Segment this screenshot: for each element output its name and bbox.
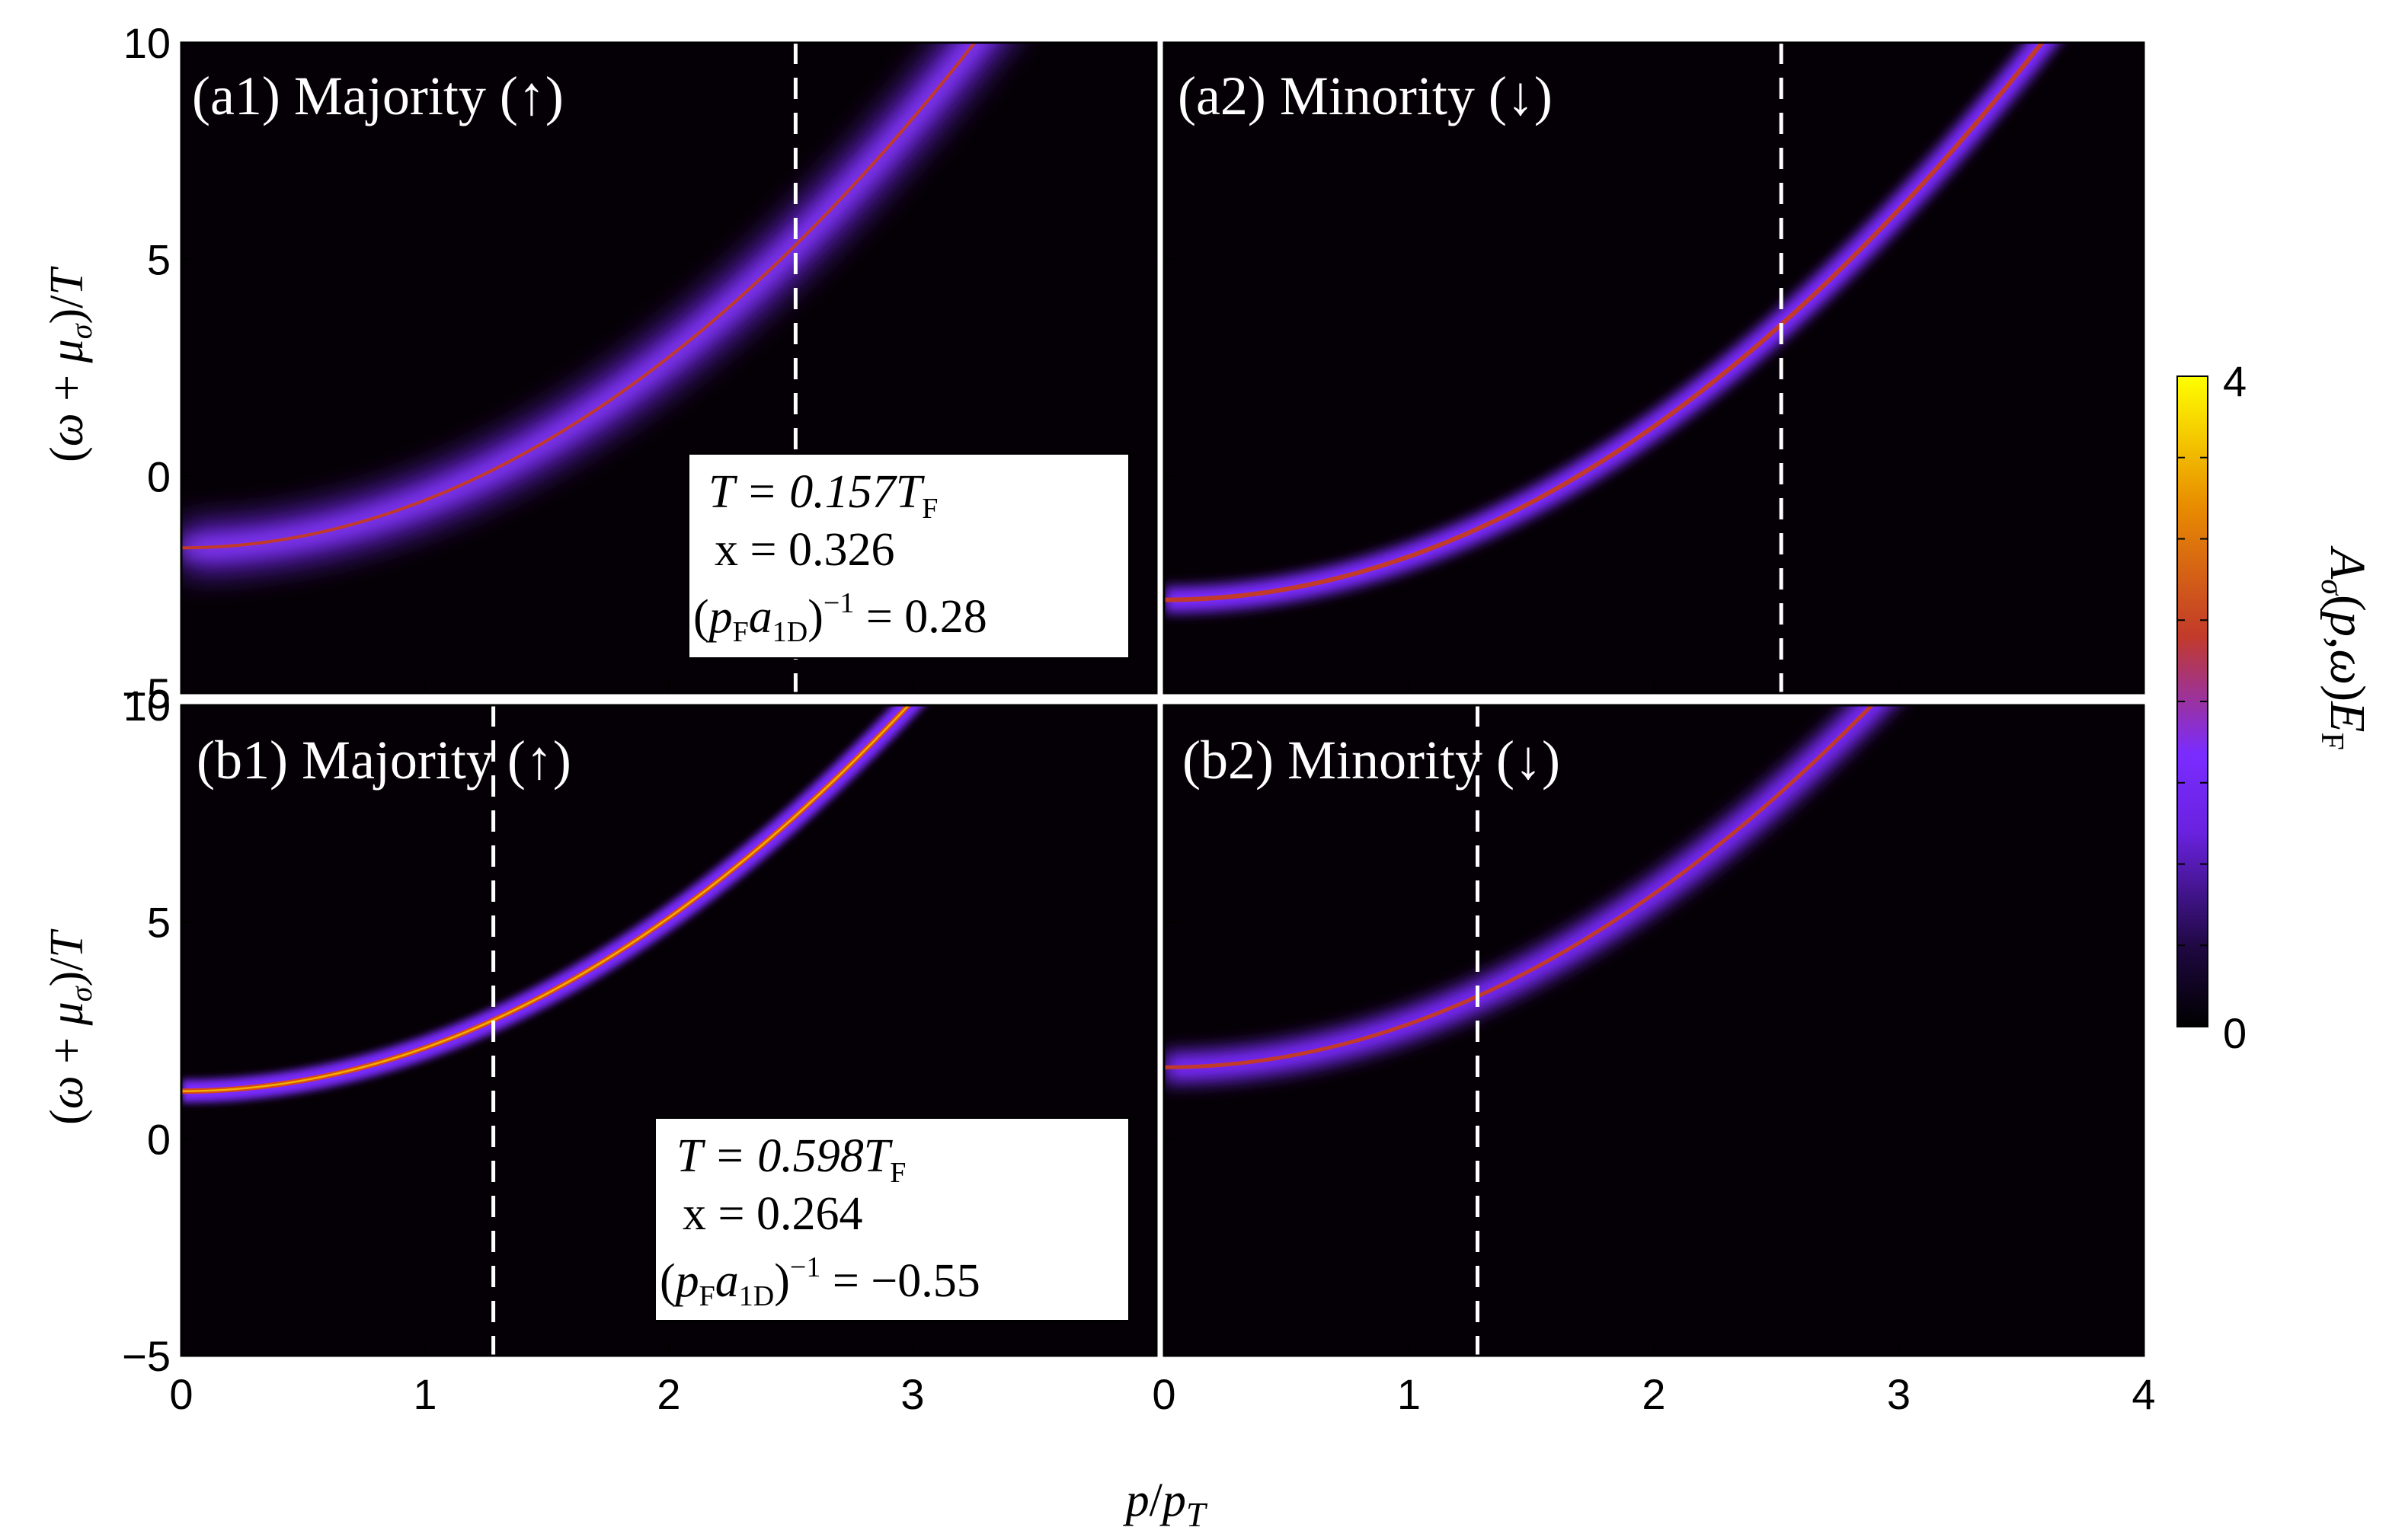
- x-tick-label-left-1: 1: [413, 1370, 437, 1418]
- y-axis-label-bottom: (ω + μσ)/T: [41, 928, 98, 1125]
- y-tick-label-b1-3: 10: [123, 682, 171, 730]
- svg-text:T = 0.157TF: T = 0.157TF: [708, 466, 938, 525]
- y-axis-label-top: (ω + μσ)/T: [41, 266, 98, 462]
- y-tick-label-a1-2: 5: [147, 236, 171, 284]
- panel-title-a1: (a1) Majority (↑): [192, 65, 564, 126]
- x-tick-label-left-0: 0: [169, 1370, 193, 1418]
- svg-text:x = 0.326: x = 0.326: [715, 524, 894, 576]
- svg-text:(pFa1D)−1 = −0.55: (pFa1D)−1 = −0.55: [660, 1251, 980, 1312]
- colorbar-tick-max: 4: [2223, 357, 2247, 405]
- dispersion-band-a2-core: [1164, 43, 2045, 602]
- y-tick-label-a1-1: 0: [147, 452, 171, 500]
- info-box-a1: T = 0.157TF x = 0.326 (pFa1D)−1 = 0.28: [688, 453, 1130, 659]
- panel-b2-background: [1164, 705, 2144, 1356]
- x-tick-label-right-1: 1: [1397, 1370, 1421, 1418]
- x-tick-label-left-2: 2: [657, 1370, 680, 1418]
- y-tick-label-b1-1: 0: [147, 1115, 171, 1163]
- panel-title-b1: (b1) Majority (↑): [197, 730, 571, 791]
- colorbar-ticks: [2177, 375, 2208, 1027]
- x-tick-label-right-2: 2: [1642, 1370, 1665, 1418]
- dispersion-band-b2-core: [1164, 705, 1875, 1069]
- y-tick-label-a1-3: 10: [123, 19, 171, 67]
- svg-text:T = 0.598TF: T = 0.598TF: [676, 1130, 906, 1189]
- y-tick-label-a1-0: −5: [122, 669, 171, 717]
- x-tick-label-right-4: 4: [2132, 1370, 2155, 1418]
- colorbar-tick-min: 0: [2223, 1009, 2247, 1057]
- svg-text:x = 0.264: x = 0.264: [683, 1188, 862, 1240]
- dispersion-band-a1-core: [181, 43, 977, 550]
- y-tick-label-b1-2: 5: [147, 899, 171, 947]
- x-tick-label-right-0: 0: [1152, 1370, 1175, 1418]
- x-axis-label: p/pT: [1123, 1475, 1208, 1534]
- panel-title-b2: (b2) Minority (↓): [1182, 730, 1560, 791]
- y-tick-label-b1-0: −5: [122, 1332, 171, 1380]
- x-tick-label-left-3: 3: [900, 1370, 924, 1418]
- colorbar-label: Aσ(p,ω)EF: [2314, 545, 2375, 750]
- dispersion-band-b1-hot: [181, 705, 910, 1092]
- panel-title-a2: (a2) Minority (↓): [1178, 65, 1553, 126]
- info-box-b1: T = 0.598TF x = 0.264 (pFa1D)−1 = −0.55: [654, 1117, 1130, 1321]
- x-tick-label-right-3: 3: [1887, 1370, 1911, 1418]
